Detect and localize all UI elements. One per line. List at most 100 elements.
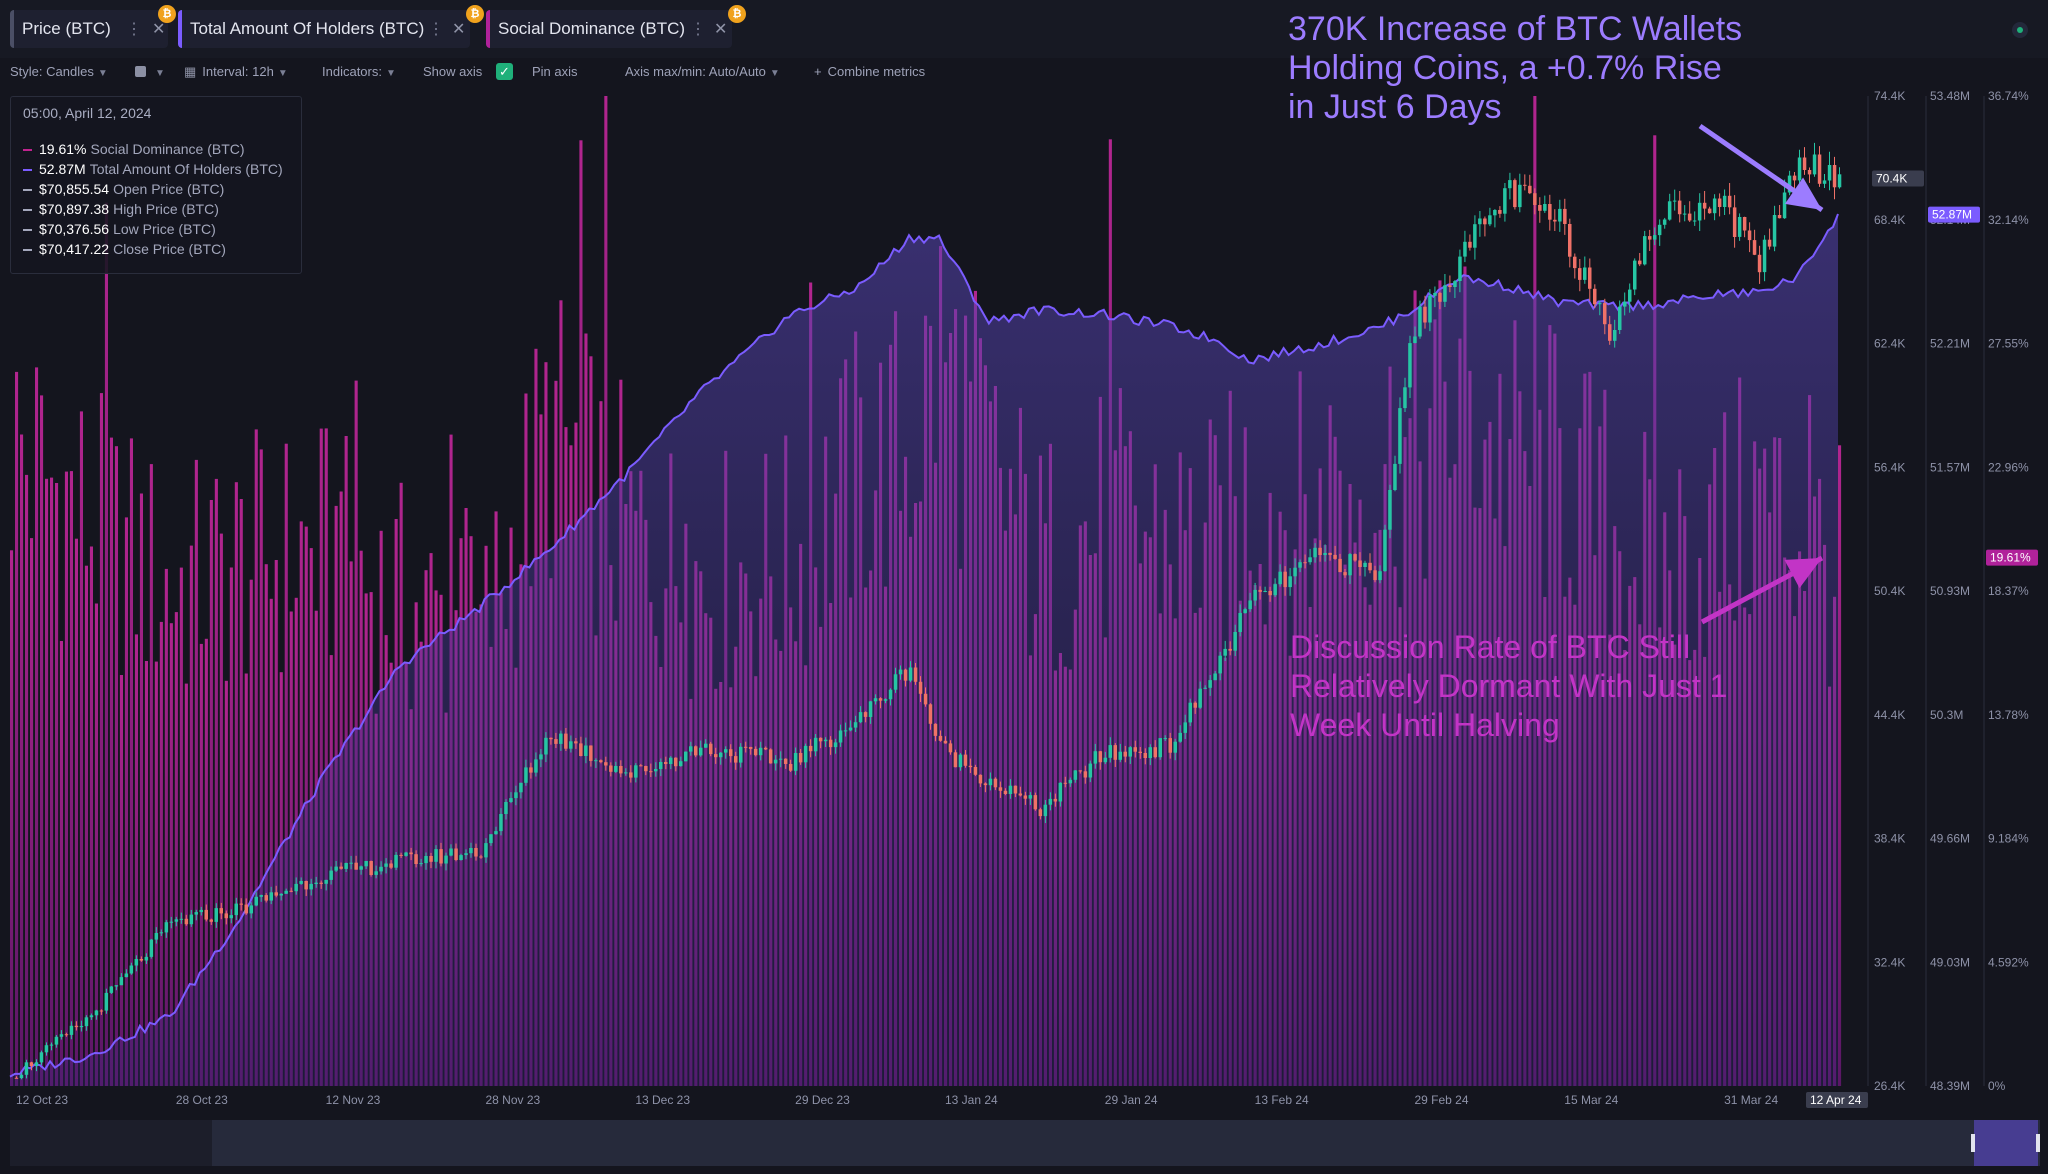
price-candle-body xyxy=(739,746,743,763)
price-candle-body xyxy=(239,903,243,905)
price-candle xyxy=(1013,785,1018,798)
price-candle-body xyxy=(1488,215,1492,225)
price-candle-body xyxy=(319,882,323,884)
price-candle xyxy=(654,762,658,777)
price-candle xyxy=(1323,544,1327,562)
price-candle-body xyxy=(604,762,608,766)
social-dominance-bar xyxy=(50,477,54,1087)
social-axis-tick: 9.184% xyxy=(1988,832,2029,846)
price-candle xyxy=(1153,740,1157,759)
price-candle xyxy=(714,747,718,764)
price-candle xyxy=(519,782,523,799)
price-candle xyxy=(1777,205,1782,219)
price-candle-body xyxy=(743,746,748,748)
price-candle-body xyxy=(1028,795,1033,799)
price-candle xyxy=(499,808,503,836)
price-candle xyxy=(1608,315,1612,345)
price-candle-body xyxy=(1243,609,1247,614)
price-candle xyxy=(24,1059,29,1079)
price-candle xyxy=(1523,174,1527,191)
price-candle-body xyxy=(1573,256,1577,269)
price-candle xyxy=(1662,217,1667,229)
price-candle xyxy=(858,706,863,724)
price-candle-body xyxy=(94,1010,99,1016)
tab-price-menu-icon[interactable]: ⋮ xyxy=(126,21,142,38)
price-candle-body xyxy=(569,741,573,749)
price-candle xyxy=(29,1061,34,1071)
price-candle xyxy=(1488,207,1492,227)
style-select[interactable]: Style: Candles ▼ xyxy=(10,64,108,79)
price-candle xyxy=(484,838,488,863)
price-candle xyxy=(164,919,169,938)
price-candle xyxy=(1183,714,1187,739)
pin-axis-toggle[interactable]: Pin axis xyxy=(532,64,578,79)
status-dot-icon[interactable] xyxy=(2012,22,2028,38)
price-candle-body xyxy=(149,939,154,957)
price-candle xyxy=(584,737,588,764)
color-chevron-icon[interactable]: ▼ xyxy=(155,68,165,79)
price-candle xyxy=(1428,289,1432,332)
price-candle xyxy=(644,765,648,776)
tab-price-color xyxy=(10,10,14,48)
price-candle xyxy=(778,751,783,768)
price-candle-body xyxy=(998,787,1003,791)
price-candle xyxy=(1208,675,1212,696)
social-dominance-bar xyxy=(324,428,328,1086)
price-candle-body xyxy=(699,747,703,756)
price-candle-body xyxy=(339,866,343,869)
price-candle xyxy=(783,758,788,769)
price-candle-body xyxy=(823,739,828,742)
price-candle-body xyxy=(74,1025,79,1028)
legend-date: 05:00, April 12, 2024 xyxy=(23,105,152,121)
color-swatch[interactable] xyxy=(135,66,146,77)
price-current-badge-bg xyxy=(1872,170,1924,187)
price-candle xyxy=(893,667,898,693)
price-candle xyxy=(1213,671,1217,681)
bitcoin-icon: ₿ xyxy=(466,5,484,23)
social-dominance-bar xyxy=(89,546,93,1086)
price-candle xyxy=(409,847,413,861)
price-candle xyxy=(454,843,458,862)
price-candle-body xyxy=(154,933,159,940)
price-candle-body xyxy=(429,856,433,862)
price-candle-body xyxy=(129,965,134,974)
price-candle xyxy=(843,722,848,737)
price-candles xyxy=(14,142,1842,1080)
axis-maxmin-select[interactable]: Axis max/min: Auto/Auto ▼ xyxy=(625,64,780,79)
tab-social-color xyxy=(486,10,490,48)
price-candle xyxy=(1623,292,1627,316)
price-candle xyxy=(514,785,518,806)
social-dominance-bar xyxy=(15,371,19,1086)
price-candle-body xyxy=(1453,281,1457,287)
price-candle xyxy=(664,756,668,770)
legend-row-social: 19.61% Social Dominance (BTC) xyxy=(23,141,245,157)
price-candle xyxy=(1578,259,1582,292)
tab-holders-close-icon[interactable]: ✕ xyxy=(452,21,466,38)
axis-maxmin-label: Axis max/min: Auto/Auto xyxy=(625,64,766,79)
tab-price[interactable]: Price (BTC) ⋮ ✕ xyxy=(10,10,168,48)
tab-price-close-icon[interactable]: ✕ xyxy=(152,21,166,38)
price-candle xyxy=(74,1021,79,1031)
tab-social-menu-icon[interactable]: ⋮ xyxy=(690,21,706,38)
price-candle-body xyxy=(704,743,708,748)
indicators-select[interactable]: Indicators: ▼ xyxy=(322,64,396,79)
price-candle-body xyxy=(504,802,508,814)
price-candle-body xyxy=(289,890,293,892)
price-candle-body xyxy=(1408,343,1412,388)
price-candle xyxy=(404,851,408,857)
tab-social-close-icon[interactable]: ✕ xyxy=(714,21,728,38)
tab-holders-menu-icon[interactable]: ⋮ xyxy=(428,21,444,38)
tab-social-dominance[interactable]: Social Dominance (BTC) ⋮ ✕ xyxy=(486,10,732,48)
price-candle-body xyxy=(734,756,738,763)
holders-axis-tick: 49.03M xyxy=(1930,955,1970,969)
price-candle-body xyxy=(798,753,803,763)
combine-metrics-button[interactable]: + Combine metrics xyxy=(814,64,925,79)
interval-select[interactable]: ▦ Interval: 12h ▼ xyxy=(184,64,288,80)
price-candle-body xyxy=(1188,702,1192,723)
show-axis-checkbox[interactable]: ✓ xyxy=(496,63,513,80)
price-candle xyxy=(1318,540,1322,562)
price-candle-body xyxy=(1278,571,1282,585)
price-candle xyxy=(314,876,318,888)
tab-holders[interactable]: Total Amount Of Holders (BTC) ⋮ ✕ xyxy=(178,10,470,48)
